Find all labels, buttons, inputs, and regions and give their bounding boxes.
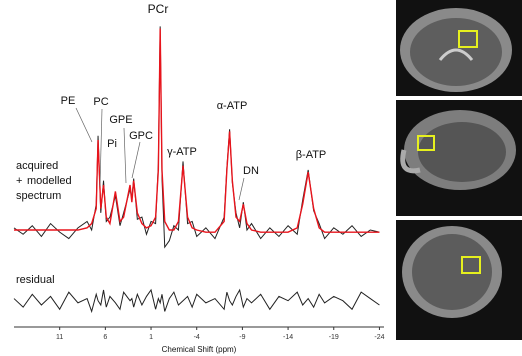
brain-inner: [418, 122, 506, 182]
x-tick-label: -24: [374, 334, 384, 341]
peak-label: PCr: [148, 2, 169, 16]
figure: 11 6 1 -4 -9 -14 -19 -24 Chemical Shift (ppm) acq…: [0, 0, 522, 356]
x-tick-label: 11: [56, 334, 63, 341]
peak-label: +: [16, 175, 22, 187]
legend-acquired: acquired: [16, 160, 58, 172]
legend-residual: residual: [16, 274, 55, 286]
peak-label: GPE: [109, 114, 132, 126]
mri-panels: [396, 0, 522, 340]
x-tick-label: -14: [283, 334, 293, 341]
legend-modelled: modelled: [27, 175, 72, 187]
x-tick-label: -19: [329, 334, 339, 341]
peak-label: PC: [93, 96, 108, 108]
page: {"chart_data": {"type": "line", "x_label…: [0, 0, 522, 356]
peak-label: Pi: [107, 138, 117, 150]
x-tick-label: 1: [149, 334, 153, 341]
peak-label: DN: [243, 165, 259, 177]
x-tick-label: -4: [194, 334, 200, 341]
x-tick-label: -9: [239, 334, 245, 341]
peak-label: β-ATP: [296, 149, 327, 161]
peak-label: PE: [61, 95, 76, 107]
x-tick-label: 6: [103, 334, 107, 341]
peak-label: α-ATP: [217, 100, 248, 112]
x-axis-label: Chemical Shift (ppm): [162, 345, 237, 354]
peak-label: spectrum: [16, 190, 61, 202]
brain-inner: [410, 18, 502, 86]
peak-label: GPC: [129, 130, 153, 142]
peak-label: γ-ATP: [167, 146, 197, 158]
